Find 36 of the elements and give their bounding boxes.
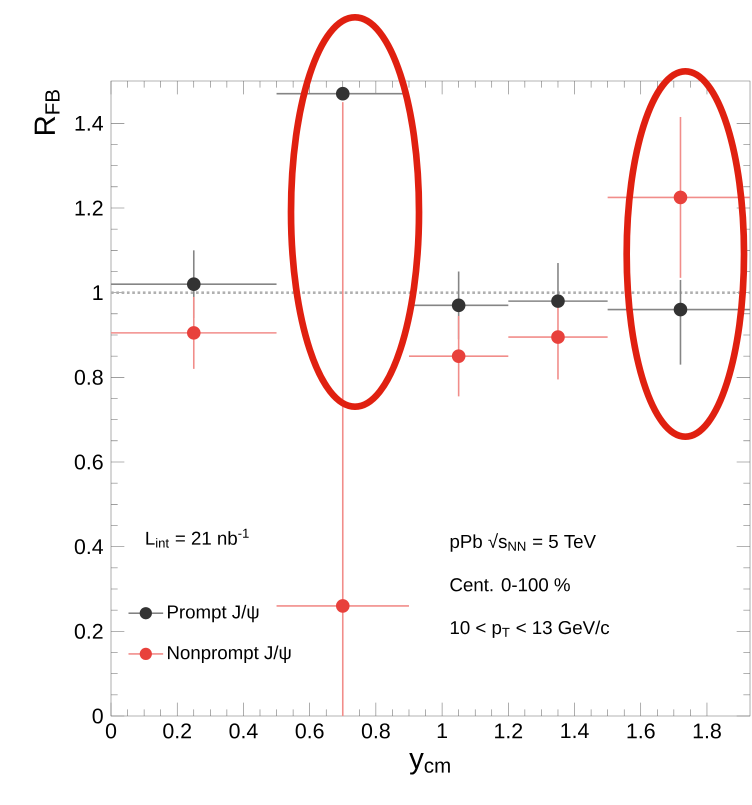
x-tick-label: 0.8 — [362, 723, 390, 738]
x-tick-label: 1.2 — [495, 723, 522, 738]
point — [674, 190, 688, 204]
point — [452, 349, 466, 363]
point — [452, 298, 466, 312]
y-tick-label: 1.4 — [76, 116, 104, 131]
x-tick-label: 0 — [106, 723, 116, 738]
legend-label: Prompt J/ψ — [168, 604, 258, 622]
y-tick-label: 1 — [93, 285, 103, 300]
point — [336, 599, 350, 613]
y-tick-label: 0.8 — [74, 370, 103, 385]
x-tick-label: 1.4 — [561, 723, 589, 738]
x-tick-label: 0.6 — [296, 723, 324, 738]
x-tick-label: 1.8 — [694, 723, 721, 738]
annotation: L$_{int}$ = 21 nb$^{-1}$ — [146, 528, 249, 548]
legend-label: Nonprompt J/ψ — [168, 646, 291, 663]
x-axis-title: y$_{cm}$ — [409, 752, 450, 775]
x-tick-label: 1.6 — [628, 723, 655, 738]
point — [551, 294, 565, 308]
y-tick-label: 1.2 — [76, 200, 103, 216]
y-tick-label: 0.2 — [74, 624, 103, 639]
point — [674, 302, 688, 316]
y-axis-title: R$_{FB}$ — [34, 90, 60, 134]
y-tick-label: 0 — [92, 708, 103, 724]
point — [186, 326, 201, 340]
x-tick-label: 0.2 — [163, 723, 191, 738]
point — [186, 277, 201, 291]
annotation: Cent. 0-100 % — [450, 578, 570, 592]
y-tick-label: 0.4 — [74, 539, 104, 554]
annotation: pPb √s$_{NN}$ = 5 TeV — [450, 533, 596, 552]
y-tick-label: 0.6 — [74, 454, 103, 470]
x-tick-label: 1 — [438, 723, 447, 738]
point — [551, 330, 565, 344]
point — [336, 86, 350, 100]
annotation: 10 < p$_{T}$ < 13 GeV/c — [450, 620, 610, 638]
x-tick-label: 0.4 — [229, 723, 258, 738]
